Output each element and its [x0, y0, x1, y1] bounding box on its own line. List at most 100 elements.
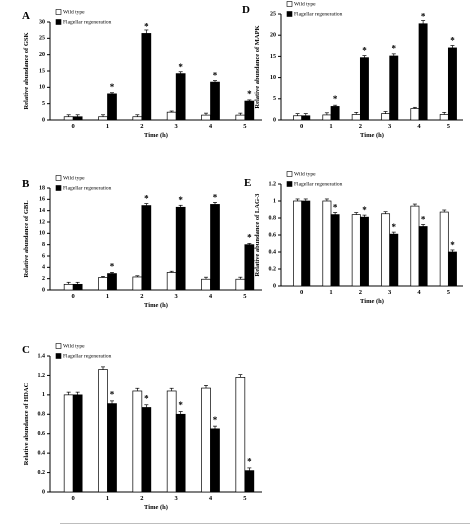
- significance-asterisk: *: [333, 94, 338, 104]
- bar-wild-type: [322, 200, 332, 287]
- legend-swatch-wild-type: [55, 9, 62, 15]
- legend-label-wild-type: Wild type: [63, 175, 85, 181]
- y-tick-label: 30: [39, 19, 45, 25]
- bar-wild-type: [322, 114, 332, 121]
- bar-flagellar-regeneration: [359, 57, 369, 121]
- significance-asterisk: *: [144, 194, 149, 204]
- significance-asterisk: *: [421, 11, 426, 21]
- x-tick-label: 4: [209, 293, 213, 300]
- bar-wild-type: [201, 387, 211, 493]
- legend-swatch-wild-type: [286, 1, 293, 7]
- y-axis-label: Relative abundance of GSK: [23, 32, 30, 109]
- x-tick-label: 5: [243, 123, 247, 130]
- x-tick-label: 0: [72, 495, 75, 502]
- legend: Wild type Flagellar regeneration: [55, 343, 112, 359]
- legend-swatch-wild-type: [55, 343, 62, 349]
- y-tick-label: 0.2: [269, 266, 277, 272]
- bar-flagellar-regeneration: [389, 233, 399, 287]
- x-tick-label: 3: [175, 293, 179, 300]
- y-tick-label: 1: [273, 198, 276, 204]
- bar-wild-type: [201, 278, 211, 291]
- x-axis-label: Time (h): [360, 298, 384, 305]
- x-tick-label: 5: [447, 123, 451, 130]
- x-tick-label: 4: [417, 123, 421, 130]
- bar-flagellar-regeneration: [244, 470, 255, 493]
- bar-flagellar-regeneration: [107, 403, 117, 493]
- bar-wild-type: [201, 114, 211, 121]
- significance-asterisk: *: [178, 400, 183, 410]
- y-tick-label: 0.6: [38, 431, 46, 437]
- significance-asterisk: *: [178, 62, 183, 72]
- significance-asterisk: *: [247, 457, 252, 467]
- chart-panel-c: C 0 0.2 0.4 0.6 0.8 1 1.2 1.4 Relative abundance …: [22, 343, 262, 511]
- x-tick-label: 1: [106, 495, 109, 502]
- y-tick-label: 0: [42, 287, 45, 293]
- significance-asterisk: *: [144, 22, 149, 32]
- bar-flagellar-regeneration: [301, 115, 311, 121]
- y-tick-label: 0: [42, 117, 45, 123]
- significance-asterisk: *: [450, 240, 455, 250]
- bar-wild-type: [235, 377, 246, 493]
- bar-wild-type: [381, 213, 391, 287]
- significance-asterisk: *: [421, 214, 426, 224]
- bar-flagellar-regeneration: [107, 273, 117, 291]
- significance-asterisk: *: [392, 222, 397, 232]
- bar-flagellar-regeneration: [107, 93, 117, 121]
- bar-wild-type: [98, 116, 108, 121]
- x-tick-label: 2: [359, 289, 362, 296]
- significance-asterisk: *: [362, 205, 367, 215]
- x-tick-label: 2: [140, 293, 143, 300]
- legend-label-flagellar-regeneration: Flagellar regeneration: [294, 11, 343, 17]
- significance-asterisk: *: [110, 390, 115, 400]
- bar-wild-type: [132, 276, 143, 291]
- y-tick-label: 1.2: [269, 181, 277, 187]
- bar-wild-type: [381, 113, 391, 121]
- legend-label-wild-type: Wild type: [294, 1, 316, 7]
- panel-label: C: [22, 344, 30, 356]
- bar-wild-type: [98, 369, 108, 493]
- y-tick-label: 0: [273, 117, 276, 123]
- bar-flagellar-regeneration: [72, 283, 83, 291]
- panel-label: E: [244, 177, 251, 189]
- y-tick-label: 18: [39, 185, 45, 191]
- bar-wild-type: [235, 278, 246, 291]
- x-tick-label: 1: [329, 123, 332, 130]
- x-tick-label: 3: [388, 123, 392, 130]
- y-tick-label: 4: [42, 265, 45, 271]
- bar-wild-type: [98, 277, 108, 291]
- x-tick-label: 4: [209, 123, 213, 130]
- x-tick-label: 5: [447, 289, 451, 296]
- y-tick-label: 5: [42, 101, 45, 107]
- bar-wild-type: [439, 114, 449, 121]
- x-tick-label: 4: [209, 495, 213, 502]
- legend-swatch-flagellar-regeneration: [55, 185, 62, 191]
- x-tick-label: 0: [300, 289, 303, 296]
- significance-asterisk: *: [213, 70, 218, 80]
- x-axis-label: Time (h): [144, 132, 168, 139]
- bar-wild-type: [132, 390, 143, 493]
- y-axis-label: Relative abundance of MAPK: [254, 25, 261, 108]
- x-tick-label: 1: [106, 293, 109, 300]
- y-tick-label: 10: [39, 231, 45, 237]
- legend-label-wild-type: Wild type: [63, 343, 85, 349]
- y-tick-label: 2: [42, 276, 45, 282]
- y-tick-label: 10: [39, 85, 45, 91]
- bar-wild-type: [351, 114, 361, 121]
- bar-flagellar-regeneration: [141, 205, 152, 291]
- y-tick-label: 0.4: [269, 249, 277, 255]
- bar-flagellar-regeneration: [244, 244, 255, 291]
- x-tick-label: 5: [243, 495, 247, 502]
- x-tick-label: 3: [175, 495, 179, 502]
- x-axis-label: Time (h): [144, 302, 168, 309]
- bar-flagellar-regeneration: [447, 47, 457, 121]
- bar-flagellar-regeneration: [418, 226, 428, 287]
- legend-swatch-flagellar-regeneration: [286, 11, 293, 17]
- y-tick-label: 14: [39, 208, 45, 214]
- x-tick-label: 3: [388, 289, 392, 296]
- significance-asterisk: *: [333, 203, 338, 213]
- y-tick-label: 20: [270, 33, 276, 39]
- bar-flagellar-regeneration: [175, 73, 186, 121]
- y-tick-label: 0.6: [269, 232, 277, 238]
